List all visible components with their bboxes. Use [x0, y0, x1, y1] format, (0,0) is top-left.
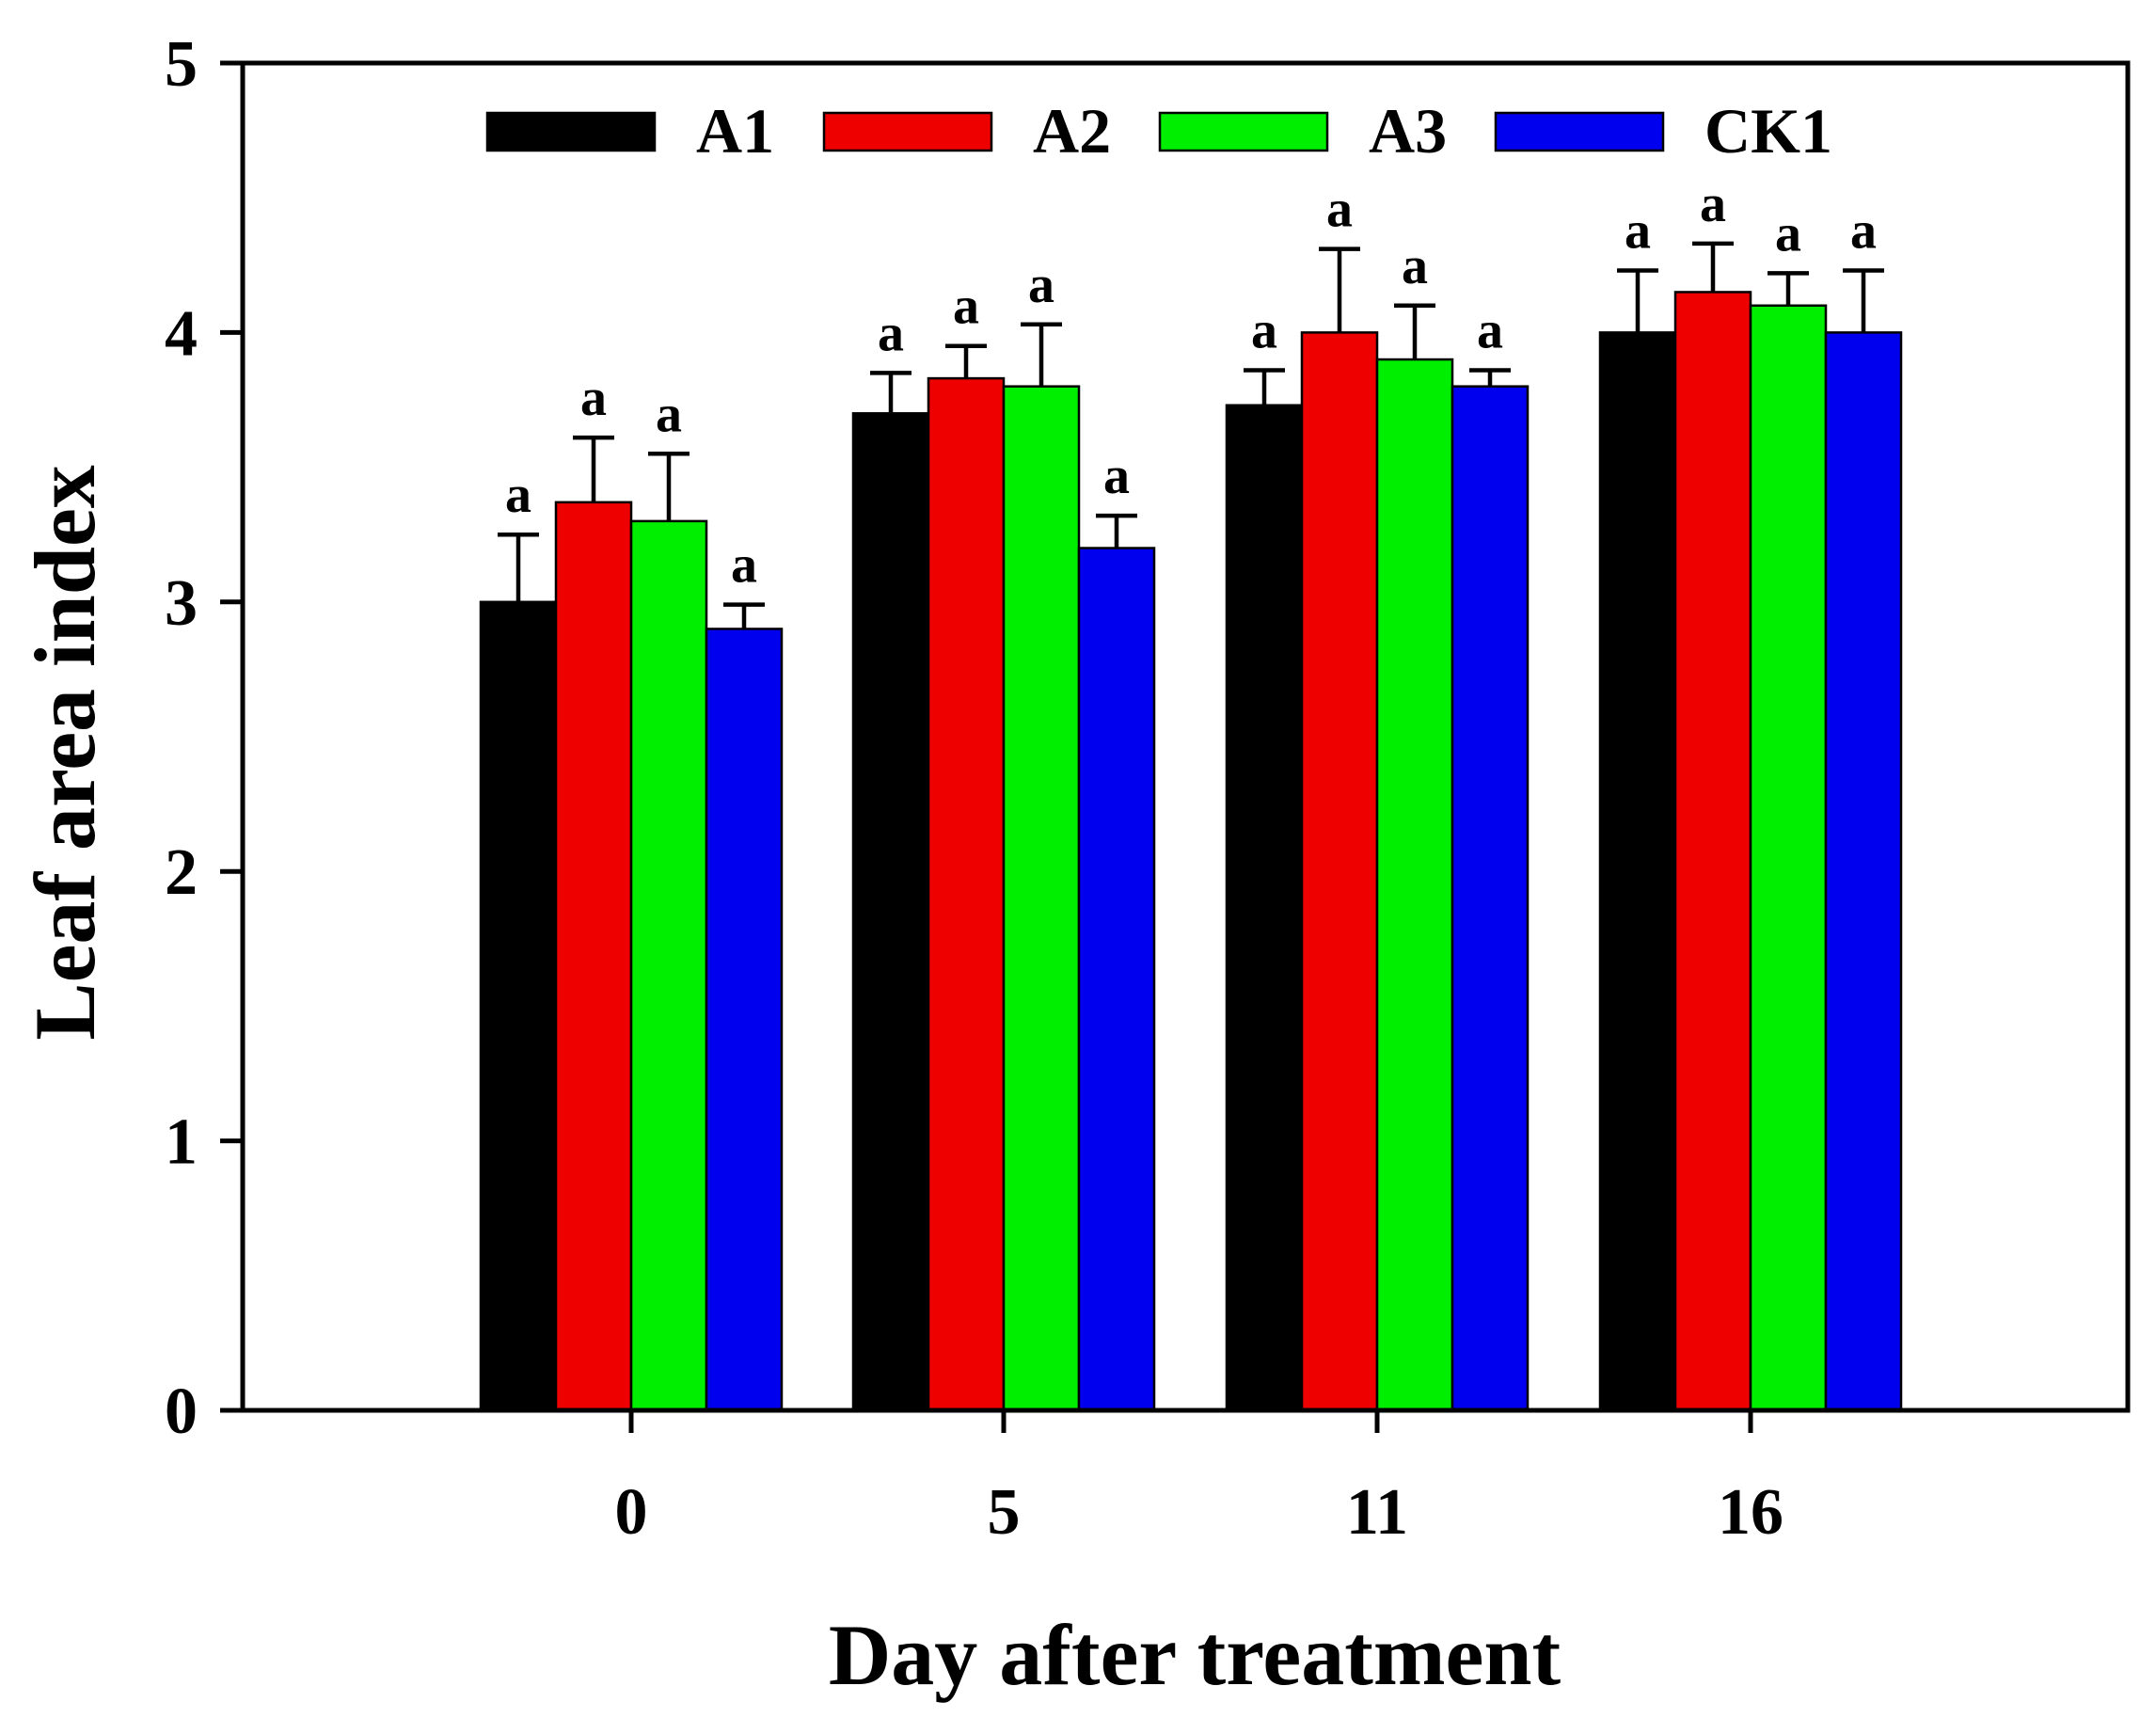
significance-label: a [656, 385, 682, 443]
bar-CK1-0 [705, 628, 784, 1412]
bar-A1-0 [479, 600, 558, 1412]
significance-label: a [1775, 204, 1801, 262]
bar-A2-0 [554, 501, 633, 1412]
plot-frame [240, 60, 2131, 1413]
bar-A2-11 [1300, 331, 1379, 1412]
x-tick-label: 5 [988, 1476, 1021, 1549]
x-axis-title: Day after treatment [829, 1607, 1562, 1703]
x-tick-label: 16 [1718, 1476, 1783, 1549]
bar-CK1-16 [1824, 331, 1903, 1412]
significance-label: a [1103, 447, 1130, 505]
bar-A3-16 [1749, 304, 1828, 1412]
legend-swatch-A3 [1158, 111, 1329, 152]
y-tick-label: 0 [165, 1376, 198, 1448]
significance-label: a [1477, 301, 1503, 359]
legend-label-CK1: CK1 [1704, 95, 1832, 167]
bar-A1-16 [1598, 331, 1677, 1412]
significance-label: a [1700, 175, 1726, 233]
significance-label: a [1028, 256, 1054, 314]
x-tick-label: 0 [615, 1476, 648, 1549]
legend-label-A1: A1 [696, 95, 774, 167]
bar-A1-11 [1225, 404, 1304, 1412]
significance-label: a [953, 278, 979, 336]
significance-label: a [1251, 301, 1277, 359]
y-tick-label: 2 [165, 836, 198, 909]
bar-A1-5 [851, 412, 930, 1412]
significance-label: a [1326, 181, 1353, 239]
legend-swatch-A1 [485, 111, 657, 152]
x-tick-label: 11 [1346, 1476, 1408, 1549]
bar-A2-5 [927, 376, 1006, 1412]
legend-swatch-CK1 [1494, 111, 1665, 152]
axes-layer: 0 1 2 3 4 5 0 5 11 16 [165, 28, 2131, 1549]
legend: A1 A2 A3 CK1 [485, 95, 1832, 167]
y-axis-title: Leaf area index [17, 465, 113, 1041]
bar-CK1-5 [1077, 547, 1156, 1412]
y-tick-label: 4 [165, 297, 198, 370]
y-tick-label: 1 [165, 1106, 198, 1179]
bar-CK1-11 [1451, 385, 1530, 1412]
significance-label: a [1625, 202, 1651, 261]
y-tick-label: 3 [165, 567, 198, 640]
significance-label: a [580, 369, 607, 427]
significance-label: a [731, 536, 757, 595]
bar-A3-5 [1002, 385, 1081, 1412]
significance-label: a [505, 466, 531, 524]
significance-label: a [878, 304, 904, 362]
bar-A2-16 [1673, 291, 1752, 1412]
bar-A3-11 [1375, 358, 1454, 1412]
y-tick-label: 5 [165, 28, 198, 101]
significance-label: a [1850, 202, 1877, 261]
bar-A3-0 [629, 519, 708, 1412]
legend-swatch-A2 [822, 111, 993, 152]
legend-label-A3: A3 [1369, 95, 1447, 167]
legend-label-A2: A2 [1033, 95, 1111, 167]
significance-label: a [1402, 237, 1428, 295]
